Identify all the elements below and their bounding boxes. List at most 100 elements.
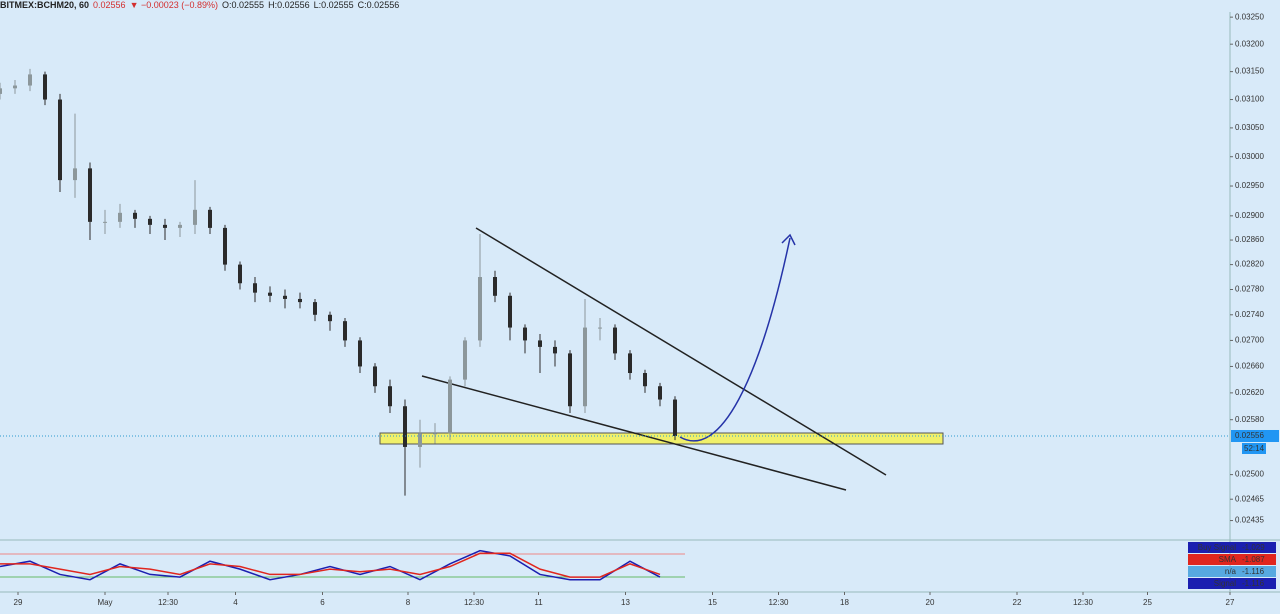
x-tick-label: 25 [1143,598,1152,607]
y-tick-label: 0.03050 [1235,123,1264,132]
candle-body [388,386,392,407]
y-tick-label: 0.02465 [1235,494,1264,503]
candle-body [418,433,422,447]
candle-body [73,168,77,181]
y-tick-label: 0.02900 [1235,211,1264,220]
candle-body [583,327,587,407]
x-tick-label: 18 [840,598,849,607]
candle-body [523,327,527,341]
high: H:0.02556 [268,0,310,10]
candle-body [358,340,362,367]
y-tick-label: 0.02500 [1235,470,1264,479]
x-tick-label: 11 [534,598,543,607]
candle-body [328,314,332,322]
candle-body [373,366,377,387]
y-tick-label: 0.02700 [1235,336,1264,345]
trend-line [475,227,887,476]
x-tick-label: May [97,598,112,607]
candle-body [88,168,92,222]
candle-body [613,327,617,354]
projection-arrow [679,237,791,442]
x-tick-label: 15 [708,598,717,607]
countdown-label: 52:14 [1244,444,1265,453]
y-tick-label: 0.02435 [1235,516,1264,525]
trend-line [421,375,847,491]
legend-value-box [1238,554,1276,565]
legend-name: SMA [1219,555,1237,564]
legend-name-box [1188,554,1238,565]
x-tick-label: 12:30 [768,598,789,607]
candle-body [313,302,317,315]
candle-body [673,399,677,436]
y-tick-label: 0.02740 [1235,310,1264,319]
y-tick-label: 0.02860 [1235,235,1264,244]
candle-body [553,346,557,354]
candle-body [208,209,212,228]
candle-body [343,321,347,341]
candle-body [448,379,452,434]
candle-body [58,99,62,181]
close: C:0.02556 [357,0,400,10]
y-tick-label: 0.02950 [1235,181,1264,190]
y-tick-label: 0.02580 [1235,415,1264,424]
candle-body [298,298,302,303]
candle-body [223,227,227,265]
x-tick-label: 4 [233,598,238,607]
legend-name: Signal [1214,579,1236,588]
candle-body [253,283,257,293]
candle-body [163,224,167,228]
candle-body [103,221,107,223]
y-tick-label: 0.03150 [1235,67,1264,76]
candle-body [0,88,2,94]
x-tick-label: 12:30 [158,598,179,607]
y-tick-label: 0.02780 [1235,285,1264,294]
legend-value: -1.029 [1242,543,1265,552]
candle-body [13,85,17,89]
candle-body [568,353,572,407]
header: BITMEX:BCHM20, 60 0.02556 ▼ −0.00023 (−0.8… [0,0,403,12]
legend-value-box [1238,542,1276,553]
candle-body [193,209,197,225]
candle-body [133,212,137,219]
open: O:0.02555 [222,0,265,10]
candle-body [238,264,242,284]
legend-name-box [1188,578,1238,589]
x-tick-label: 13 [621,598,630,607]
low: L:0.02555 [313,0,354,10]
candle-body [43,74,47,100]
candle-body [643,373,647,387]
y-tick-label: 0.03200 [1235,39,1264,48]
candle-body [178,224,182,228]
price: 0.02556 [93,0,126,10]
x-tick-label: 12:30 [464,598,485,607]
y-tick-label: 0.02660 [1235,362,1264,371]
x-tick-label: 29 [14,598,23,607]
y-tick-label: 0.02820 [1235,260,1264,269]
candle-body [658,386,662,400]
candle-body [538,340,542,347]
last-price-box [1231,429,1279,442]
countdown-box [1242,442,1266,454]
x-tick-label: 27 [1226,598,1235,607]
legend-value-box [1238,578,1276,589]
support-zone [379,432,944,445]
y-tick-label: 0.03000 [1235,152,1264,161]
legend-value: -1.116 [1242,579,1265,588]
candle-body [433,433,437,435]
legend-name-box [1188,542,1238,553]
candle-body [463,340,467,380]
candle-body [118,212,122,222]
candle-body [628,353,632,374]
candle-body [478,277,482,341]
y-tick-label: 0.03100 [1235,95,1264,104]
candle-body [508,295,512,328]
legend-name: n/a [1225,567,1237,576]
y-tick-label: 0.03250 [1235,12,1264,21]
candle-body [28,74,32,86]
x-tick-label: 6 [320,598,325,607]
last-price-label: 0.02556 [1235,431,1264,440]
x-tick-label: 12:30 [1073,598,1094,607]
candle-body [283,295,287,299]
legend-name-box [1188,566,1238,577]
